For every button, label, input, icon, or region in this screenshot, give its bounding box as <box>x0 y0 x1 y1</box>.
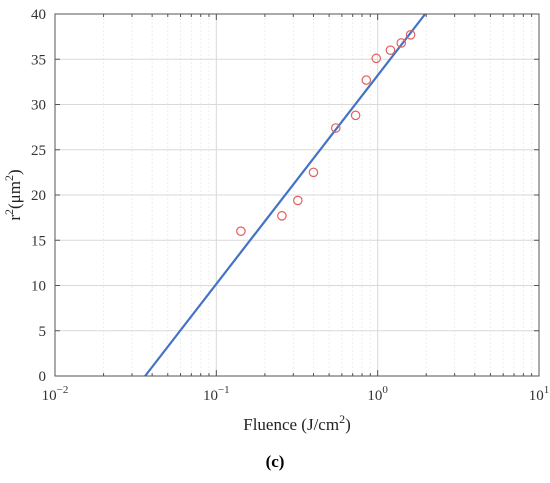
data-point <box>236 226 246 236</box>
data-point <box>385 45 396 55</box>
figure-caption: (c) <box>265 452 285 471</box>
y-tick-label: 35 <box>31 52 46 68</box>
grid <box>54 13 539 377</box>
y-tick-label: 25 <box>31 143 46 159</box>
tick-labels: 0 5 10 15 20 25 30 35 40 10−2 10−1 100 101 <box>31 7 549 404</box>
data-point <box>350 110 361 121</box>
y-tick-label: 20 <box>31 188 46 204</box>
data-point <box>330 123 341 133</box>
x-tick-label: 101 <box>529 384 550 404</box>
x-tick-label: 100 <box>367 384 388 404</box>
fit-line <box>144 13 427 377</box>
x-tick-label: 10−1 <box>203 384 230 404</box>
y-tick-label: 5 <box>39 324 47 340</box>
y-tick-label: 15 <box>31 233 46 249</box>
y-axis-title: r2(μm2) <box>2 169 24 220</box>
data-point <box>371 53 382 64</box>
data-point <box>396 38 407 48</box>
data-point <box>308 167 319 178</box>
chart: 0 5 10 15 20 25 30 35 40 10−2 10−1 100 101 Fluence (… <box>2 7 549 434</box>
data-point <box>293 195 303 206</box>
ticks <box>54 13 540 377</box>
y-tick-label: 0 <box>39 369 47 385</box>
y-tick-label: 40 <box>31 7 46 23</box>
plot-area <box>144 13 427 377</box>
x-axis-title: Fluence (J/cm2) <box>243 412 351 434</box>
y-tick-label: 30 <box>31 98 46 114</box>
y-tick-label: 10 <box>31 279 46 295</box>
data-point <box>277 211 287 221</box>
data-point <box>361 75 372 85</box>
data-point <box>405 30 416 40</box>
x-tick-label: 10−2 <box>42 384 69 404</box>
